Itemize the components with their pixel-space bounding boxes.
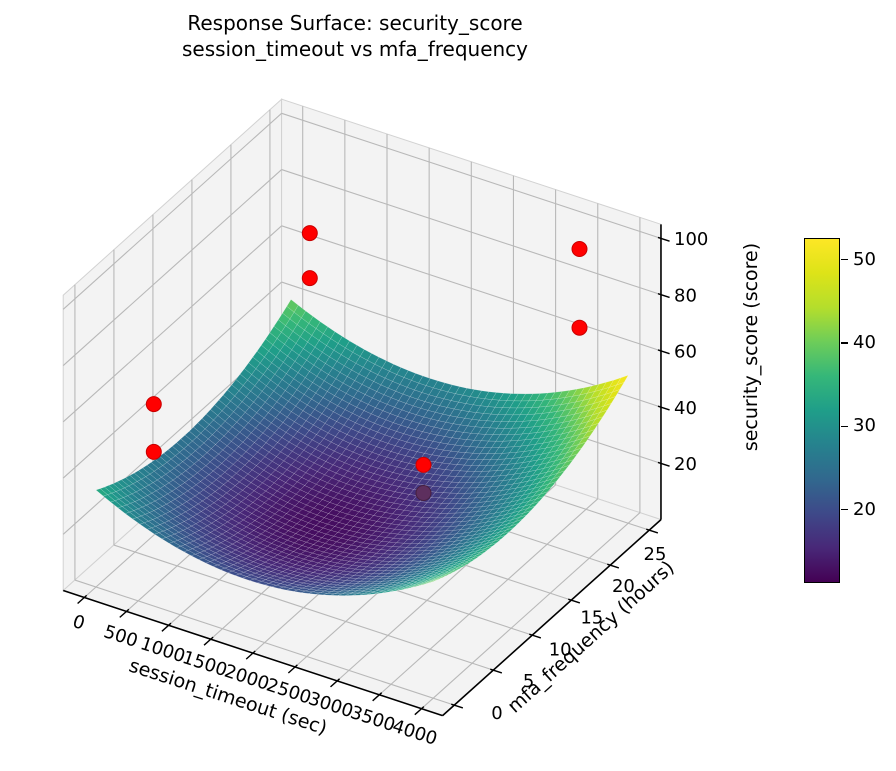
y-tick-label: 0: [491, 703, 502, 724]
z-tick-label: 100: [674, 229, 708, 250]
chart-title-line1: Response Surface: security_score: [187, 11, 523, 35]
colorbar: [804, 238, 840, 583]
colorbar-tick: [841, 258, 848, 261]
z-tick-label: 20: [674, 454, 697, 475]
chart-title: Response Surface: security_score session…: [0, 10, 710, 63]
y-tick-label: 15: [580, 608, 603, 629]
y-tick-label: 20: [612, 576, 635, 597]
surface-mesh: [95, 299, 629, 596]
colorbar-tick-label: 50: [853, 248, 876, 270]
scatter-point: [571, 319, 588, 336]
scatter-point: [301, 225, 318, 242]
colorbar-tick-label: 20: [853, 498, 876, 520]
x-tick-label: 500: [101, 621, 140, 652]
colorbar-tick-label: 40: [853, 332, 876, 353]
scatter-point: [145, 396, 162, 413]
scatter-point: [415, 456, 432, 473]
colorbar-tick: [841, 342, 848, 344]
z-axis-label: security_score (score): [740, 242, 762, 452]
x-tick-label: 0: [70, 611, 87, 635]
z-tick-label: 40: [674, 398, 697, 419]
scatter-points: [145, 225, 588, 501]
colorbar-tick-label: 30: [853, 415, 876, 437]
colorbar-tick: [841, 508, 848, 511]
x-tick-label: 4000: [390, 716, 440, 750]
scatter-point: [145, 443, 162, 460]
scatter-point: [301, 270, 318, 287]
colorbar-tick: [841, 425, 848, 428]
y-axis-spine: [442, 519, 662, 717]
y-tick-label: 10: [549, 639, 572, 660]
z-tick-label: 60: [674, 342, 697, 363]
scatter-point-occluded: [415, 485, 432, 501]
y-tick-label: 5: [523, 671, 534, 692]
chart-title-line2: session_timeout vs mfa_frequency: [181, 37, 529, 62]
scatter-point: [571, 241, 588, 257]
y-tick-label: 25: [644, 544, 667, 565]
z-tick-label: 80: [674, 285, 697, 306]
